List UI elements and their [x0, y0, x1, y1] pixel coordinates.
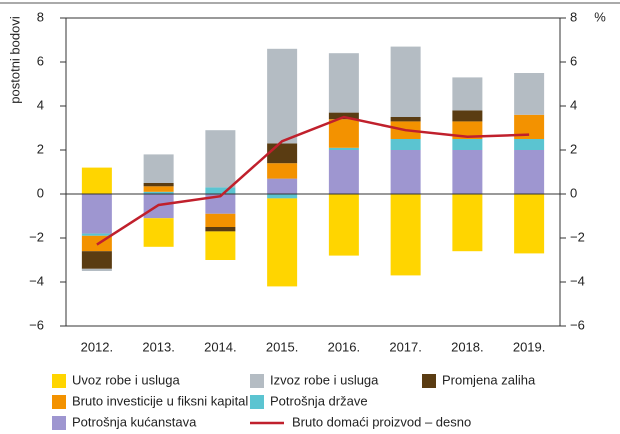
bar-segment: [267, 48, 298, 144]
bar-segment: [514, 73, 545, 115]
bar-segment: [81, 268, 112, 271]
bar-segment: [452, 77, 483, 111]
bar-segment: [143, 186, 174, 192]
bar-segment: [81, 194, 112, 234]
y-tick-label: 6: [37, 53, 44, 68]
x-tick-label: 2014.: [204, 339, 237, 354]
legend-label: Promjena zaliha: [442, 372, 536, 387]
x-tick-label: 2016.: [328, 339, 361, 354]
y2-axis-label: %: [594, 9, 606, 24]
y2-tick-label: −6: [570, 317, 585, 332]
bar-segment: [390, 117, 421, 122]
legend-swatch: [52, 416, 66, 430]
bar-segment: [328, 194, 359, 256]
y2-tick-label: 4: [570, 97, 577, 112]
y-tick-label: 4: [37, 97, 44, 112]
bar-segment: [205, 187, 236, 194]
bar-segment: [267, 163, 298, 179]
legend-swatch: [250, 395, 264, 409]
bar-segment: [390, 139, 421, 150]
y-tick-label: −4: [29, 273, 44, 288]
bar-segment: [205, 194, 236, 214]
bar-segment: [390, 150, 421, 194]
legend-label: Bruto investicije u fiksni kapital: [72, 393, 248, 408]
plot-frame: [65, 17, 561, 327]
x-tick-label: 2013.: [142, 339, 175, 354]
legend-label: Potrošnja države: [270, 393, 368, 408]
legend-swatch: [52, 374, 66, 388]
y2-tick-label: 8: [570, 9, 577, 24]
bar-segment: [205, 130, 236, 188]
bar-segment: [328, 147, 359, 150]
bar-segment: [267, 143, 298, 164]
bar-segment: [81, 167, 112, 194]
legend-label: Potrošnja kućanstava: [72, 414, 197, 429]
bar-segment: [514, 150, 545, 194]
bar-segment: [328, 53, 359, 113]
legend-swatch: [422, 374, 436, 388]
bar-segment: [328, 150, 359, 194]
bar-segment: [205, 231, 236, 260]
bar-segment: [267, 194, 298, 199]
bar-segment: [267, 178, 298, 194]
bar-segment: [514, 139, 545, 150]
x-tick-label: 2018.: [451, 339, 484, 354]
bar-segment: [143, 218, 174, 247]
legend-swatch: [52, 395, 66, 409]
y2-tick-label: 2: [570, 141, 577, 156]
bar-segment: [267, 198, 298, 287]
bar-segment: [143, 154, 174, 183]
y2-tick-label: 6: [570, 53, 577, 68]
bar-segment: [390, 46, 421, 117]
bar-segment: [81, 233, 112, 236]
bar-segment: [452, 194, 483, 252]
legend-swatch: [250, 374, 264, 388]
y-tick-label: 2: [37, 141, 44, 156]
bar-segment: [205, 227, 236, 232]
y-tick-label: −6: [29, 317, 44, 332]
y2-tick-label: 0: [570, 185, 577, 200]
bar-segment: [452, 110, 483, 122]
bar-segment: [81, 251, 112, 269]
x-tick-label: 2012.: [81, 339, 114, 354]
y-tick-label: 8: [37, 9, 44, 24]
bar-segment: [452, 139, 483, 150]
bar-segment: [452, 121, 483, 139]
x-tick-label: 2017.: [389, 339, 422, 354]
legend-label: Uvoz robe i usluga: [72, 372, 180, 387]
x-tick-label: 2015.: [266, 339, 299, 354]
y-axis-label: postotni bodovi: [7, 16, 22, 104]
bar-segment: [205, 213, 236, 227]
bar-segment: [143, 191, 174, 194]
bar-segment: [143, 183, 174, 187]
line-series: [96, 115, 530, 246]
bar-segment: [452, 150, 483, 194]
legend-label: Bruto domaći proizvod – desno: [292, 414, 471, 429]
legend-label: Izvoz robe i usluga: [270, 372, 379, 387]
y2-tick-label: −2: [570, 229, 585, 244]
bar-segment: [514, 194, 545, 254]
y2-tick-label: −4: [570, 273, 585, 288]
x-tick-label: 2019.: [513, 339, 546, 354]
bar-segment: [328, 119, 359, 148]
bar-segment: [390, 194, 421, 276]
y-tick-label: 0: [37, 185, 44, 200]
y-tick-label: −2: [29, 229, 44, 244]
